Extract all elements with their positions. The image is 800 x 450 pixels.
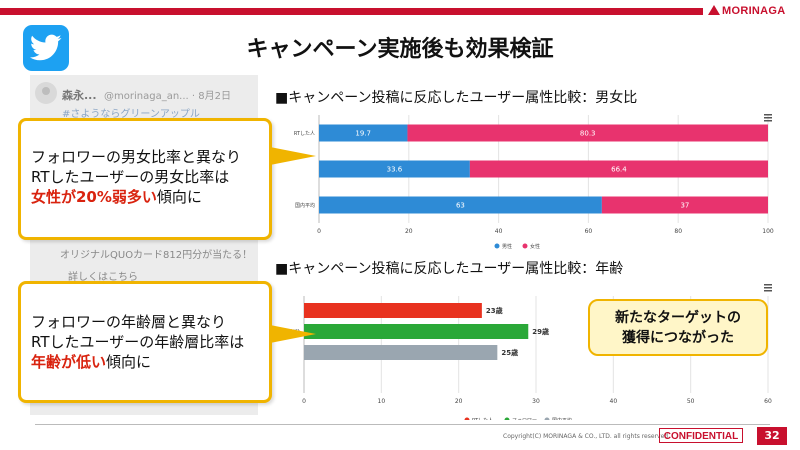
legend-marker: [522, 243, 528, 249]
logo-mark-icon: [708, 5, 720, 15]
page-title: キャンペーン実施後も効果検証: [246, 37, 554, 62]
age-callout-line2: RTしたユーザーの年齢層比率は: [31, 333, 245, 351]
age-section-title: ■キャンペーン投稿に反応したユーザー属性比較：年齢: [275, 261, 624, 277]
tweet-handle: @morinaga_an... · 8月2日: [104, 91, 231, 102]
legend-label: フォロワー: [512, 418, 537, 420]
menu-line: [764, 287, 772, 289]
data-label: 80.3: [580, 130, 596, 138]
gender-callout-suffix: 傾向に: [156, 188, 202, 206]
age-callout-suffix: 傾向に: [106, 353, 152, 371]
legend-label: 女性: [530, 243, 540, 249]
data-label: 29歳: [532, 327, 549, 336]
tweet-account-name: 森永...: [62, 89, 97, 102]
target-line2: 獲得につながった: [622, 330, 734, 346]
data-label: 63: [456, 202, 465, 210]
bar-segment: [319, 160, 470, 178]
x-tick-label: 40: [495, 228, 503, 235]
age-callout-line1: フォロワーの年齢層と異なり: [31, 313, 227, 331]
menu-line: [764, 117, 772, 119]
x-tick-label: 80: [674, 228, 682, 235]
data-label: 25歳: [501, 348, 518, 357]
category-label: RTした人: [294, 131, 315, 137]
copyright-text: Copyright(C) MORINAGA & CO., LTD. all ri…: [503, 433, 670, 440]
x-tick-label: 10: [378, 398, 386, 405]
data-label: 23歳: [486, 306, 503, 315]
morinaga-logo: MORINAGA: [708, 5, 786, 17]
age-chart-svg: 0102030405060年齢23歳29歳25歳RTした人フォロワー国内平均: [290, 284, 772, 420]
x-tick-label: 20: [455, 398, 463, 405]
x-tick-label: 60: [764, 398, 772, 405]
legend-marker: [544, 417, 550, 420]
x-tick-label: 50: [687, 398, 695, 405]
x-tick-label: 60: [585, 228, 593, 235]
legend-label: 国内平均: [552, 417, 572, 420]
data-label: 33.6: [387, 166, 403, 174]
x-tick-label: 30: [532, 398, 540, 405]
bar-segment: [469, 160, 768, 178]
target-line1: 新たなターゲットの: [615, 310, 741, 326]
age-callout: フォロワーの年齢層と異なり RTしたユーザーの年齢層比率は 年齢が低い傾向に: [18, 281, 272, 403]
legend-marker: [494, 243, 500, 249]
x-tick-label: 40: [610, 398, 618, 405]
x-tick-label: 20: [405, 228, 413, 235]
gender-callout-line2: RTしたユーザーの男女比率は: [31, 168, 230, 186]
gender-callout-tail: [270, 147, 316, 165]
tweet-link[interactable]: 詳しくはこちら: [68, 272, 138, 283]
legend-marker: [504, 417, 510, 420]
gender-callout: フォロワーの男女比率と異なり RTしたユーザーの男女比率は 女性が20%弱多い傾…: [18, 118, 272, 240]
confidential-badge: CONFIDENTIAL: [659, 428, 743, 443]
menu-line: [764, 290, 772, 292]
menu-line: [764, 114, 772, 116]
gender-callout-highlight: 女性が20%弱多い: [31, 188, 157, 206]
hamburger-menu-icon: [764, 284, 772, 292]
tweet-hashtag: #さようならグリーンアップル: [62, 109, 200, 120]
x-tick-label: 0: [302, 398, 306, 405]
gender-section-title: ■キャンペーン投稿に反応したユーザー属性比較：男女比: [275, 90, 638, 106]
bar-segment: [407, 124, 768, 142]
x-tick-label: 100: [762, 228, 774, 235]
data-label: 19.7: [355, 130, 371, 138]
data-label: 37: [680, 202, 689, 210]
page-number: 32: [757, 427, 787, 445]
tweet-prize-line: オリジナルQUOカード812円分が当たる！: [60, 250, 253, 261]
data-label: 66.4: [611, 166, 627, 174]
bar: [304, 303, 482, 318]
top-accent-bar: [0, 8, 703, 15]
menu-line: [764, 120, 772, 122]
bar-segment: [319, 124, 408, 142]
target-result-box: 新たなターゲットの 獲得につながった: [588, 299, 768, 356]
avatar: [35, 82, 57, 104]
legend-marker: [464, 417, 470, 420]
twitter-bird-icon: [23, 25, 69, 71]
age-callout-highlight: 年齢が低い: [31, 353, 107, 371]
gender-callout-line1: フォロワーの男女比率と異なり: [31, 148, 242, 166]
footer-divider: [35, 424, 770, 425]
x-tick-label: 0: [317, 228, 321, 235]
age-callout-tail: [270, 325, 316, 343]
category-label: 国内平均: [295, 202, 315, 209]
logo-text: MORINAGA: [722, 5, 786, 17]
bar: [304, 324, 529, 339]
menu-line: [764, 284, 772, 286]
bar: [304, 345, 498, 360]
legend-label: 男性: [502, 243, 512, 249]
bar-segment: [601, 196, 768, 214]
gender-chart-svg: 0 20 40 60 80 100 RTした人 19.7 80.3 33.6 66.4 国内平均 63 3…: [294, 114, 774, 249]
hamburger-menu-icon: [764, 114, 772, 122]
bar-segment: [319, 196, 602, 214]
legend-label: RTした人: [472, 418, 493, 420]
